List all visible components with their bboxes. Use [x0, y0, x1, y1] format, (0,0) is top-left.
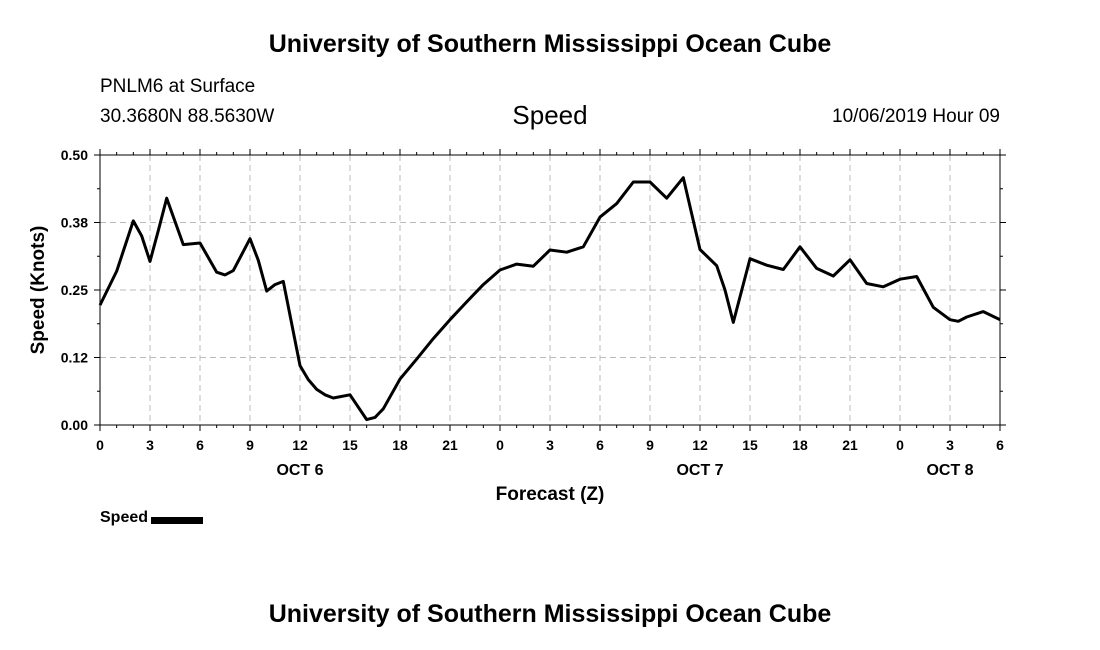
x-tick-label: 12: [692, 437, 708, 453]
coordinates-label: 30.3680N 88.5630W: [100, 106, 275, 127]
x-axis-label: Forecast (Z): [496, 484, 605, 505]
x-tick-label: 9: [246, 437, 254, 453]
x-tick-label: 21: [842, 437, 858, 453]
y-tick-label: 0.00: [61, 417, 88, 433]
x-tick-label: 3: [546, 437, 554, 453]
chart-title: University of Southern Mississippi Ocean…: [268, 30, 832, 58]
day-label: OCT 6: [276, 462, 323, 479]
y-tick-label: 0.12: [61, 350, 88, 366]
x-tick-label: 12: [292, 437, 308, 453]
x-tick-label: 3: [146, 437, 154, 453]
x-tick-label: 0: [496, 437, 504, 453]
x-tick-label: 6: [996, 437, 1004, 453]
x-tick-label: 6: [196, 437, 204, 453]
datetime-label: 10/06/2019 Hour 09: [832, 106, 1000, 127]
y-tick-label: 0.50: [61, 147, 88, 163]
footer-title: University of Southern Mississippi Ocean…: [268, 600, 832, 628]
station-label: PNLM6 at Surface: [100, 76, 256, 97]
variable-label: Speed: [512, 100, 588, 130]
y-tick-label: 0.25: [61, 282, 88, 298]
x-tick-label: 0: [96, 437, 104, 453]
x-tick-label: 15: [742, 437, 758, 453]
x-tick-label: 18: [792, 437, 808, 453]
x-tick-label: 15: [342, 437, 358, 453]
series-line-speed: [98, 176, 1001, 422]
x-tick-label: 0: [896, 437, 904, 453]
legend-label: Speed: [100, 509, 149, 526]
x-tick-label: 21: [442, 437, 458, 453]
day-label: OCT 8: [926, 462, 973, 479]
day-label: OCT 7: [676, 462, 723, 479]
x-tick-label: 18: [392, 437, 408, 453]
legend: Speed: [100, 509, 204, 527]
x-tick-label: 6: [596, 437, 604, 453]
x-tick-label: 3: [946, 437, 954, 453]
y-tick-label: 0.38: [61, 215, 88, 231]
x-tick-label: 9: [646, 437, 654, 453]
legend-swatch-speed: [151, 516, 204, 524]
y-axis-label: Speed (Knots): [28, 226, 49, 355]
